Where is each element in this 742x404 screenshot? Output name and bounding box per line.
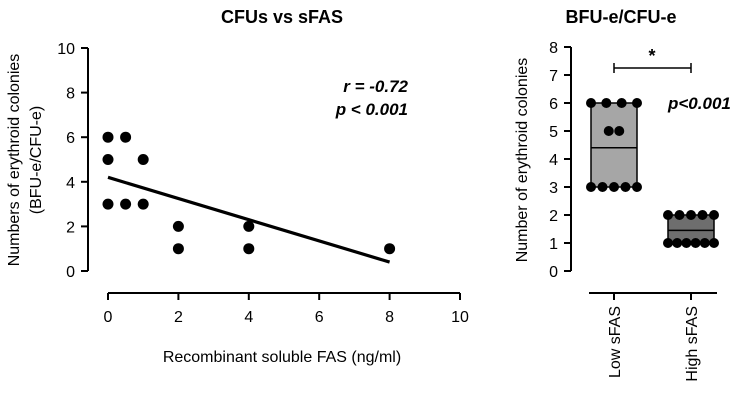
box-point <box>632 98 642 108</box>
scatter-point <box>172 243 184 255</box>
box-y-tick-label: 6 <box>549 96 558 113</box>
box-x-axis: Low sFAS High sFAS <box>589 292 717 382</box>
regression-line <box>107 175 391 264</box>
box-point <box>663 210 673 220</box>
box-point <box>697 210 708 220</box>
correlation-annotation: r = -0.72 <box>343 77 408 96</box>
scatter-x-axis: 0 2 4 6 8 10 <box>104 292 469 326</box>
p-value-annotation: p < 0.001 <box>335 100 408 119</box>
box-point <box>586 98 596 108</box>
scatter-y-tick-label: 8 <box>66 86 75 103</box>
scatter-x-axis-label: Recombinant soluble FAS (ng/ml) <box>163 349 401 366</box>
scatter-x-tick-label: 4 <box>244 309 253 326</box>
box-y-tick-label: 2 <box>549 208 558 225</box>
scatter-point <box>102 154 114 165</box>
box-point <box>620 182 631 192</box>
box-point <box>614 126 625 136</box>
box-y-tick-label: 7 <box>549 68 558 85</box>
box-low-sfas <box>590 102 638 188</box>
box-point <box>597 182 608 192</box>
scatter-y-tick-label: 10 <box>57 41 75 58</box>
box-x-tick-label: High sFAS <box>684 306 701 382</box>
scatter-x-tick-label: 6 <box>315 309 324 326</box>
box-point <box>616 98 627 108</box>
box-point <box>674 210 685 220</box>
scatter-y-tick-label: 0 <box>66 264 75 281</box>
scatter-point <box>120 131 132 143</box>
scatter-y-tick-label: 6 <box>66 130 75 147</box>
scatter-x-tick-label: 10 <box>451 309 469 326</box>
box-y-tick-label: 5 <box>549 124 558 141</box>
box-y-axis-label: Number of erythroid colonies <box>514 58 531 263</box>
scatter-point <box>120 198 132 210</box>
scatter-point <box>102 131 114 143</box>
box-y-tick-label: 8 <box>549 40 558 57</box>
box-point <box>699 238 710 248</box>
scatter-y-tick-label: 4 <box>66 175 75 192</box>
scatter-point <box>102 198 114 210</box>
box-point <box>690 238 701 248</box>
scatter-x-tick-label: 0 <box>104 309 113 326</box>
box-point <box>672 238 683 248</box>
box-title: BFU-e/CFU-e <box>566 7 677 27</box>
scatter-x-tick-label: 2 <box>174 309 183 326</box>
box-point <box>603 126 614 136</box>
scatter-y-axis-label-line2: (BFU-e/CFU-e) <box>28 106 45 214</box>
box-y-tick-label: 4 <box>549 152 558 169</box>
significance-star: * <box>648 46 655 66</box>
scatter-x-tick-label: 8 <box>385 309 394 326</box>
box-y-tick-label: 1 <box>549 236 558 253</box>
scatter-points <box>102 131 396 255</box>
box-point <box>709 238 719 248</box>
box-y-axis: 0 1 2 3 4 5 6 7 8 <box>549 40 572 281</box>
scatter-point <box>243 243 255 255</box>
scatter-chart: CFUs vs sFAS 0 2 4 6 8 10 0 2 4 6 8 10 Recombinant… <box>6 7 469 366</box>
box-point <box>663 238 673 248</box>
box-y-tick-label: 0 <box>549 264 558 281</box>
box-point <box>686 210 696 220</box>
scatter-point <box>137 198 149 210</box>
box-point <box>681 238 692 248</box>
box-plots <box>586 98 719 248</box>
box-x-tick-label: Low sFAS <box>607 306 624 378</box>
box-point <box>609 182 619 192</box>
scatter-y-axis: 0 2 4 6 8 10 <box>57 41 89 281</box>
box-point <box>632 182 642 192</box>
box-point <box>601 98 612 108</box>
scatter-y-axis-label-line1: Numbers of erythroid colonies <box>6 54 23 267</box>
box-p-value-annotation: p<0.001 <box>667 94 731 113</box>
scatter-point <box>137 154 149 165</box>
scatter-y-tick-label: 2 <box>66 219 75 236</box>
scatter-title: CFUs vs sFAS <box>221 7 343 27</box>
regression-line-path <box>107 175 391 264</box>
box-y-tick-label: 3 <box>549 180 558 197</box>
significance-bracket <box>613 63 692 73</box>
scatter-point <box>243 220 255 232</box>
scatter-point <box>172 220 184 232</box>
box-point <box>709 210 719 220</box>
box-point <box>586 182 596 192</box>
scatter-point <box>384 243 396 255</box>
